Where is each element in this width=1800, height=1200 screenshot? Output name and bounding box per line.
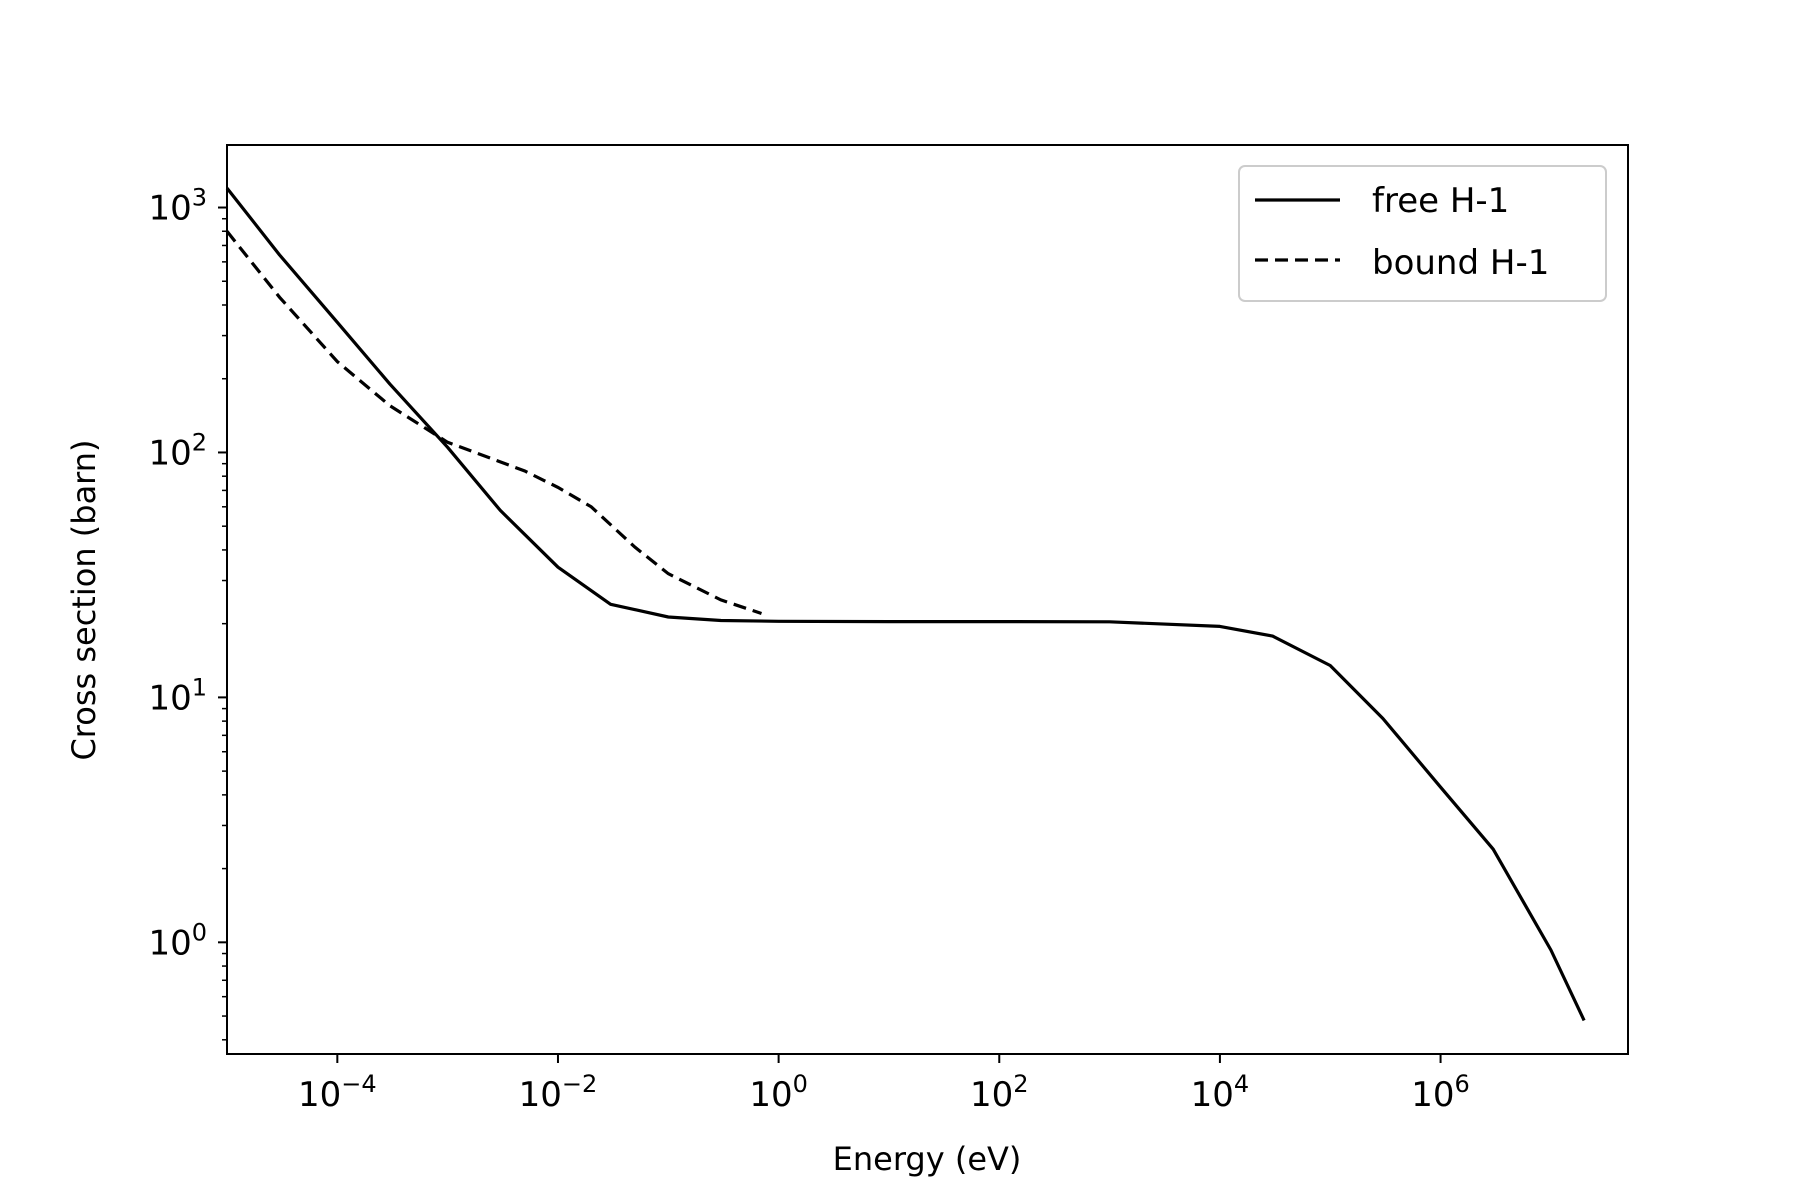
y-tick-label: 100 [148,918,207,963]
x-axis-ticks: 10−4 10−2 100 102 104 106 [298,1054,1470,1115]
legend-label-free-h1: free H-1 [1372,181,1509,221]
y-tick-label: 103 [148,184,207,229]
legend-label-bound-h1: bound H-1 [1372,243,1549,283]
x-tick-label: 10−4 [298,1070,377,1115]
legend: free H-1 bound H-1 [1238,165,1607,302]
y-tick-label: 101 [148,673,207,718]
x-tick-label: 10−2 [519,1070,598,1115]
x-tick-label: 102 [970,1070,1029,1115]
plot-content [225,187,1586,1022]
x-axis-label: Energy (eV) [833,1140,1022,1178]
x-tick-label: 104 [1191,1070,1250,1115]
series-free-h1-line [225,187,1586,1022]
y-tick-label: 102 [148,428,207,473]
x-tick-label: 106 [1411,1070,1470,1115]
y-axis-ticks: 100 101 102 103 [148,184,227,1041]
plot-area [226,144,1629,1055]
y-axis-label: Cross section (barn) [65,439,103,760]
series-bound-h1-line [225,230,763,616]
x-tick-label: 100 [749,1070,808,1115]
